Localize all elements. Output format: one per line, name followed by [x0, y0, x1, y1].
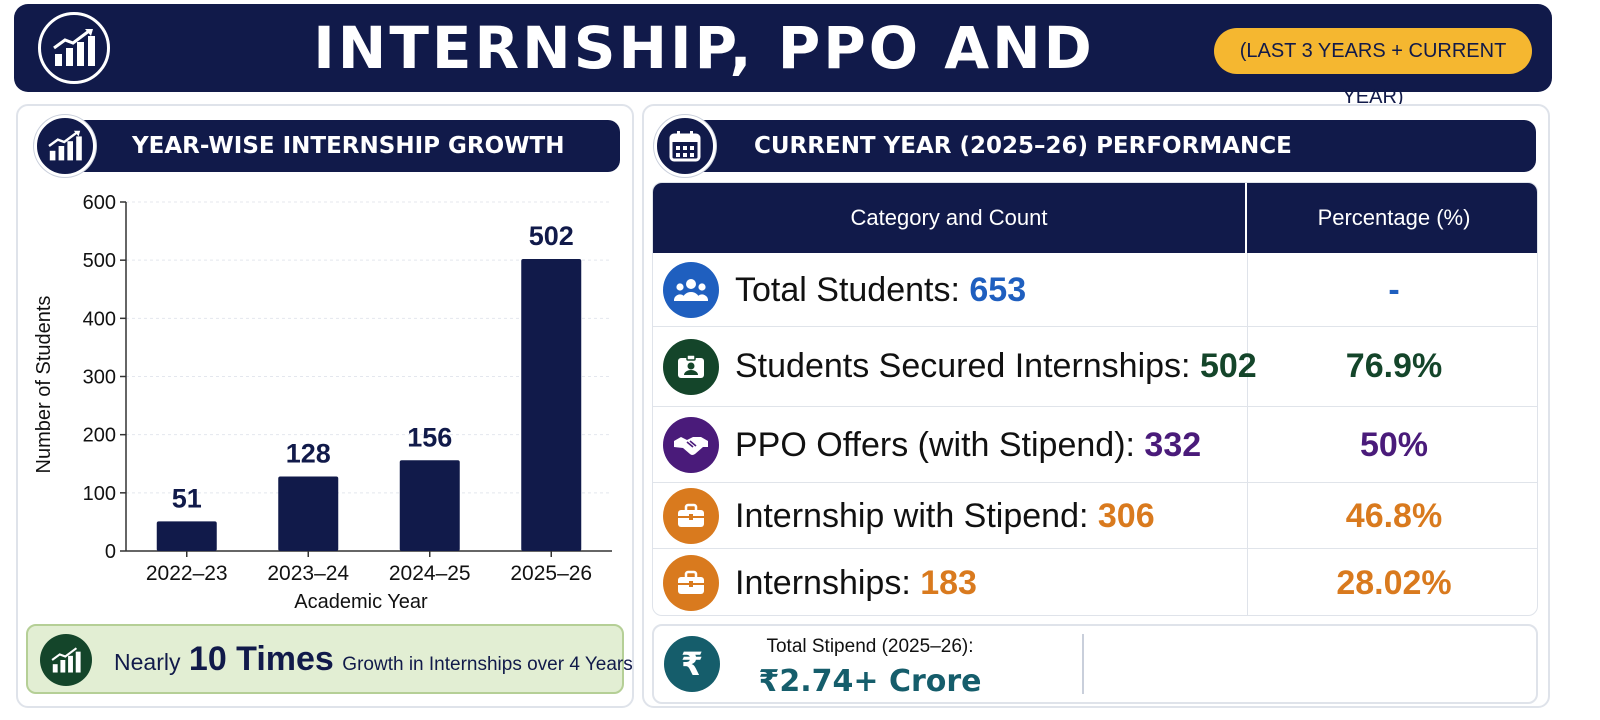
row-label-text: Internship with Stipend:	[735, 497, 1089, 535]
row-percentage: 50%	[1359, 426, 1429, 464]
growth-chart-icon	[38, 12, 110, 84]
performance-table: Category and Count Percentage (%) Total …	[652, 182, 1538, 616]
y-tick-label: 400	[83, 308, 116, 330]
bar	[278, 476, 339, 551]
stipend-divider	[1082, 634, 1084, 694]
table-row: Total Students: 653 -	[653, 253, 1537, 327]
people-icon	[663, 262, 719, 318]
row-label-text: Students Secured Internships:	[735, 347, 1191, 385]
row-label: PPO Offers (with Stipend): 332	[735, 426, 1201, 465]
y-tick-label: 500	[83, 250, 116, 272]
x-tick-label: 2022–23	[146, 562, 228, 585]
y-tick-label: 200	[83, 425, 116, 447]
page-header: INTERNSHIP, PPO AND STIPEND (LAST 3 YEAR…	[14, 4, 1552, 150]
growth-chart-icon	[34, 115, 96, 177]
growth-note-prefix: Nearly	[114, 649, 181, 675]
rupee-icon: ₹	[664, 636, 720, 692]
bar-value-label: 51	[172, 483, 202, 513]
calendar-icon	[654, 115, 716, 177]
performance-section-title: CURRENT YEAR (2025–26) PERFORMANCE	[668, 120, 1536, 172]
bar-value-label: 156	[407, 422, 452, 452]
column-header-category: Category and Count	[653, 183, 1247, 253]
bar	[521, 259, 582, 551]
row-label: Internships: 183	[735, 564, 977, 603]
growth-note-suffix: Growth in Internships over 4 Years	[342, 654, 633, 675]
row-value: 653	[969, 271, 1027, 309]
table-row: Internships: 183 28.02%	[653, 549, 1537, 615]
row-label: Students Secured Internships: 502	[735, 347, 1257, 386]
stipend-value: ₹2.74+ Crore	[758, 664, 982, 699]
row-label-text: PPO Offers (with Stipend):	[735, 426, 1135, 464]
growth-note-highlight: 10 Times	[188, 640, 334, 678]
row-percentage: 46.8%	[1345, 497, 1443, 535]
briefcase-icon	[663, 555, 719, 611]
bar	[156, 521, 217, 551]
handshake-icon	[663, 417, 719, 473]
briefcase-icon	[663, 488, 719, 544]
growth-section-title: YEAR-WISE INTERNSHIP GROWTH	[40, 120, 620, 172]
id-card-icon	[663, 339, 719, 395]
growth-note-text: Nearly 10 Times Growth in Internships ov…	[114, 626, 633, 692]
row-value: 306	[1097, 497, 1155, 535]
table-row: Internship with Stipend: 306 46.8%	[653, 483, 1537, 549]
growth-note: Nearly 10 Times Growth in Internships ov…	[26, 624, 633, 694]
table-row: PPO Offers (with Stipend): 332 50%	[653, 407, 1537, 483]
column-divider	[1247, 253, 1248, 615]
row-label: Internship with Stipend: 306	[735, 497, 1155, 536]
bar	[399, 460, 460, 551]
table-row: Students Secured Internships: 502 76.9%	[653, 327, 1537, 407]
y-tick-label: 600	[83, 192, 116, 214]
row-percentage: 28.02%	[1336, 564, 1452, 602]
x-tick-label: 2024–25	[389, 562, 471, 585]
row-value: 502	[1199, 347, 1257, 385]
table-header: Category and Count Percentage (%)	[653, 183, 1537, 253]
y-axis-title: Number of Students	[33, 296, 55, 474]
x-axis-title: Academic Year	[294, 591, 428, 613]
growth-chart-icon	[40, 634, 92, 686]
bar-value-label: 502	[529, 221, 574, 251]
y-tick-label: 300	[83, 367, 116, 389]
x-tick-label: 2023–24	[267, 562, 349, 585]
row-value: 183	[920, 564, 977, 602]
row-label-text: Internships:	[735, 564, 911, 602]
row-value: 332	[1144, 426, 1202, 464]
y-tick-label: 0	[105, 541, 116, 563]
row-percentage: 76.9%	[1345, 347, 1443, 385]
row-label: Total Students: 653	[735, 271, 1026, 310]
bar-value-label: 128	[286, 439, 331, 469]
column-header-percentage: Percentage (%)	[1317, 205, 1471, 230]
stipend-label: Total Stipend (2025–26):	[766, 636, 974, 657]
row-label-text: Total Students:	[735, 271, 960, 309]
total-stipend-card: ₹ Total Stipend (2025–26): ₹2.74+ Crore	[652, 624, 1538, 704]
period-badge: (LAST 3 YEARS + CURRENT YEAR)	[1214, 28, 1532, 108]
bar-chart: 0 100 200 300 400 500 600 51 2022–23 128 2023–24 15…	[33, 192, 612, 613]
row-percentage: -	[1388, 271, 1400, 309]
y-tick-label: 100	[83, 483, 116, 505]
x-tick-label: 2025–26	[510, 562, 592, 585]
